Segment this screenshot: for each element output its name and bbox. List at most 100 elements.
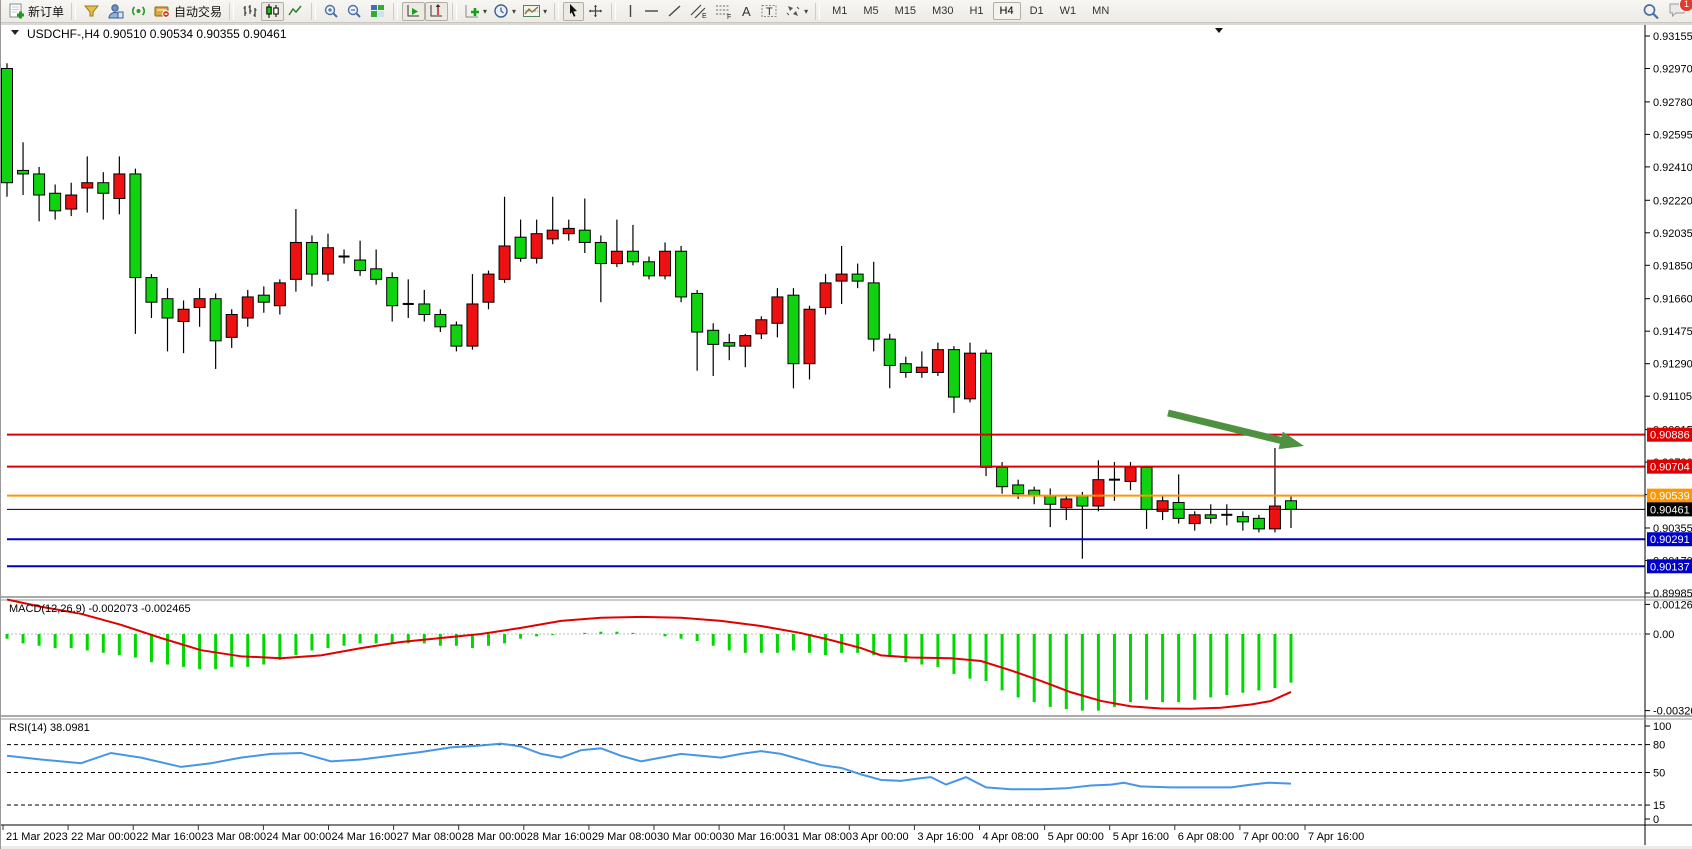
candle-up <box>322 247 334 275</box>
candle-down <box>209 298 222 342</box>
time-tick-label: 22 Mar 16:00 <box>136 831 201 843</box>
autotrading-label: 自动交易 <box>174 4 223 19</box>
horizontal-line-button[interactable] <box>640 2 663 21</box>
price-tag-label: 0.90291 <box>1650 534 1690 546</box>
equidistant-channel-button[interactable]: E <box>686 2 711 21</box>
candle-down <box>1 68 13 184</box>
candle-down <box>17 169 30 175</box>
candle-down <box>1285 500 1297 510</box>
timeframe-H1[interactable]: H1 <box>969 5 984 17</box>
text-button[interactable]: A <box>736 2 757 21</box>
time-tick-label: 28 Mar 16:00 <box>527 831 592 843</box>
candle-up <box>289 241 302 280</box>
candlestick-chart-button[interactable] <box>261 1 285 21</box>
chart-shift-button[interactable] <box>425 1 449 21</box>
candle-down <box>787 294 800 365</box>
trend-arrow[interactable] <box>1167 409 1288 446</box>
time-tick-label: 5 Apr 16:00 <box>1113 831 1169 843</box>
price-tick-label: 0.91290 <box>1653 359 1692 371</box>
publisher-icon <box>108 4 124 19</box>
timeframe-W1[interactable]: W1 <box>1059 5 1077 17</box>
crosshair-button[interactable] <box>584 2 607 21</box>
search-icon[interactable] <box>1642 3 1660 20</box>
candle-up <box>659 250 672 277</box>
main-toolbar: 新订单 自动交易 <box>1 0 1692 23</box>
new-order-button[interactable]: 新订单 <box>5 2 67 21</box>
candle-up <box>482 273 495 303</box>
time-tick-label: 31 Mar 08:00 <box>787 831 852 843</box>
time-tick-label: 27 Mar 08:00 <box>397 831 462 843</box>
chevron-down-icon: ▾ <box>483 6 488 16</box>
macd-signal-line <box>6 598 1292 710</box>
timeframe-M30[interactable]: M30 <box>932 5 954 17</box>
candle-down <box>418 303 431 316</box>
candle-up <box>1268 505 1281 530</box>
candle-up <box>273 282 286 307</box>
timeframe-D1[interactable]: D1 <box>1029 5 1044 17</box>
templates-icon <box>523 5 541 17</box>
cursor-button[interactable] <box>563 1 585 21</box>
line-chart-button[interactable] <box>284 2 307 21</box>
timeframe-H4[interactable]: H4 <box>992 2 1021 20</box>
price-tag <box>1647 532 1692 547</box>
zoom-in-icon <box>324 4 338 18</box>
fibonacci-button[interactable]: F <box>711 2 736 21</box>
price-tag <box>1647 488 1692 503</box>
autotrading-button[interactable]: 自动交易 <box>150 2 225 21</box>
horizontal-line-icon <box>645 10 659 12</box>
crosshair-icon <box>589 5 603 17</box>
candle-up <box>193 298 206 308</box>
trendline-button[interactable] <box>663 2 686 21</box>
zoom-in-button[interactable] <box>320 2 343 21</box>
text-icon: A <box>742 4 751 19</box>
price-tick-label: 0.91105 <box>1653 391 1692 403</box>
vertical-line-button[interactable] <box>620 2 640 21</box>
text-label-button[interactable]: T <box>757 2 782 21</box>
cursor-icon <box>570 4 578 17</box>
candle-down <box>33 173 46 196</box>
macd-axis-label: -0.003261 <box>1653 706 1692 718</box>
candle-down <box>386 277 399 307</box>
zoom-out-button[interactable] <box>343 2 366 21</box>
price-tag <box>1647 459 1692 474</box>
candle-up <box>819 282 832 308</box>
candle-down <box>145 277 158 303</box>
arrows-button[interactable]: ▾ <box>782 2 811 21</box>
price-tag-label: 0.90461 <box>1650 504 1690 516</box>
templates-button[interactable]: ▾ <box>519 2 550 21</box>
zoom-out-icon <box>347 4 361 18</box>
signals-button[interactable] <box>127 2 150 21</box>
price-tick-label: 0.90355 <box>1653 523 1692 535</box>
candle-down <box>1204 514 1217 519</box>
svg-text:A: A <box>742 4 751 19</box>
chat-button[interactable]: 1 <box>1668 0 1692 23</box>
tile-windows-button[interactable] <box>366 2 389 21</box>
bottom-strip <box>1 846 1692 849</box>
candle-down <box>594 241 607 265</box>
timeframe-M1[interactable]: M1 <box>832 5 848 17</box>
bar-chart-button[interactable] <box>238 2 261 21</box>
toolbar-separator <box>611 2 617 20</box>
toolbar-separator <box>815 2 821 20</box>
chevron-down-icon: ▾ <box>512 6 517 16</box>
chart-collapse-icon[interactable] <box>11 30 19 35</box>
price-tick-label: 0.92410 <box>1653 162 1692 174</box>
timeframe-M15[interactable]: M15 <box>894 5 917 17</box>
indicators-button[interactable]: ▾ <box>461 2 490 21</box>
timeframe-MN[interactable]: MN <box>1092 5 1110 17</box>
periods-button[interactable]: ▾ <box>490 2 519 21</box>
candle-down <box>1076 494 1089 507</box>
styler-button[interactable] <box>80 2 103 21</box>
toolbar-separator <box>229 2 235 20</box>
candle-down <box>370 268 383 280</box>
publisher-button[interactable] <box>103 2 127 21</box>
timeframe-M5[interactable]: M5 <box>863 5 879 17</box>
candle-down <box>514 236 527 259</box>
price-tick-label: 0.92780 <box>1653 97 1692 109</box>
trend-arrow-head[interactable] <box>1278 431 1304 450</box>
auto-scroll-button[interactable] <box>402 1 426 21</box>
price-tick-label: 0.92220 <box>1653 195 1692 207</box>
rsi-axis-label: 15 <box>1653 800 1665 812</box>
candle-down <box>161 298 174 319</box>
